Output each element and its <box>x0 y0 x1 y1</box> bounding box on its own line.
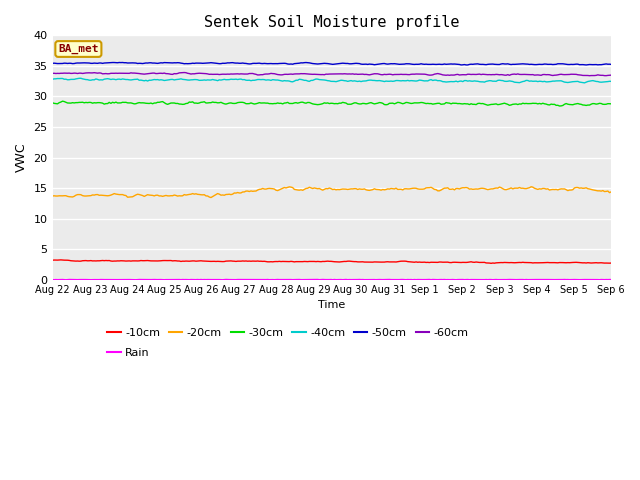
-20cm <box>207 195 215 201</box>
-40cm <box>77 75 84 81</box>
-30cm <box>59 98 67 104</box>
-10cm <box>607 260 615 266</box>
-10cm <box>516 260 524 265</box>
X-axis label: Time: Time <box>318 300 346 310</box>
Rain <box>508 276 515 282</box>
-50cm <box>514 61 522 67</box>
-20cm <box>217 192 225 198</box>
-10cm <box>487 261 495 266</box>
Rain <box>62 277 70 283</box>
-60cm <box>49 71 56 76</box>
-10cm <box>364 259 372 265</box>
-10cm <box>174 258 182 264</box>
Rain <box>217 277 225 283</box>
Line: -20cm: -20cm <box>52 187 611 198</box>
-30cm <box>508 102 515 108</box>
-40cm <box>514 80 522 85</box>
-50cm <box>364 61 372 67</box>
-20cm <box>364 187 372 193</box>
Rain <box>56 276 63 282</box>
-30cm <box>56 100 63 106</box>
-10cm <box>217 259 225 264</box>
-40cm <box>607 78 615 84</box>
Rain <box>174 276 182 282</box>
-30cm <box>514 102 522 108</box>
-40cm <box>580 80 588 86</box>
-20cm <box>527 184 535 190</box>
Rain <box>514 276 522 282</box>
Y-axis label: VWC: VWC <box>15 143 28 172</box>
-60cm <box>180 70 188 75</box>
-20cm <box>49 193 56 199</box>
-60cm <box>586 73 593 79</box>
-30cm <box>49 100 56 106</box>
-10cm <box>509 260 516 265</box>
-20cm <box>607 189 615 195</box>
-10cm <box>57 257 65 263</box>
Line: -40cm: -40cm <box>52 78 611 83</box>
-30cm <box>364 101 372 107</box>
-40cm <box>49 76 56 82</box>
Rain <box>531 276 538 282</box>
-20cm <box>514 185 522 191</box>
-20cm <box>56 193 63 199</box>
-60cm <box>364 72 372 77</box>
-60cm <box>508 72 515 77</box>
-40cm <box>174 76 182 82</box>
Legend: Rain: Rain <box>103 344 154 362</box>
-50cm <box>217 61 225 67</box>
Rain <box>364 276 372 282</box>
-20cm <box>172 192 180 198</box>
-60cm <box>172 71 180 77</box>
-40cm <box>56 76 63 82</box>
-50cm <box>174 60 182 66</box>
-30cm <box>174 100 182 106</box>
-40cm <box>364 78 372 84</box>
Rain <box>607 276 615 282</box>
Rain <box>49 277 56 283</box>
-60cm <box>607 72 615 78</box>
-60cm <box>56 71 63 76</box>
Title: Sentek Soil Moisture profile: Sentek Soil Moisture profile <box>204 15 460 30</box>
-50cm <box>508 61 515 67</box>
-60cm <box>514 71 522 77</box>
-40cm <box>217 77 225 83</box>
-50cm <box>56 60 63 66</box>
-50cm <box>49 60 56 66</box>
-60cm <box>217 72 225 77</box>
-30cm <box>217 99 225 105</box>
Line: -30cm: -30cm <box>52 101 611 106</box>
-20cm <box>508 185 515 191</box>
-30cm <box>556 103 563 109</box>
-50cm <box>607 61 615 67</box>
-40cm <box>508 78 515 84</box>
-50cm <box>115 60 123 65</box>
Line: -50cm: -50cm <box>52 62 611 65</box>
-50cm <box>582 62 590 68</box>
Text: BA_met: BA_met <box>58 44 99 54</box>
-10cm <box>49 257 56 263</box>
-30cm <box>607 101 615 107</box>
Line: -60cm: -60cm <box>52 72 611 76</box>
Line: -10cm: -10cm <box>52 260 611 264</box>
-10cm <box>56 257 63 263</box>
